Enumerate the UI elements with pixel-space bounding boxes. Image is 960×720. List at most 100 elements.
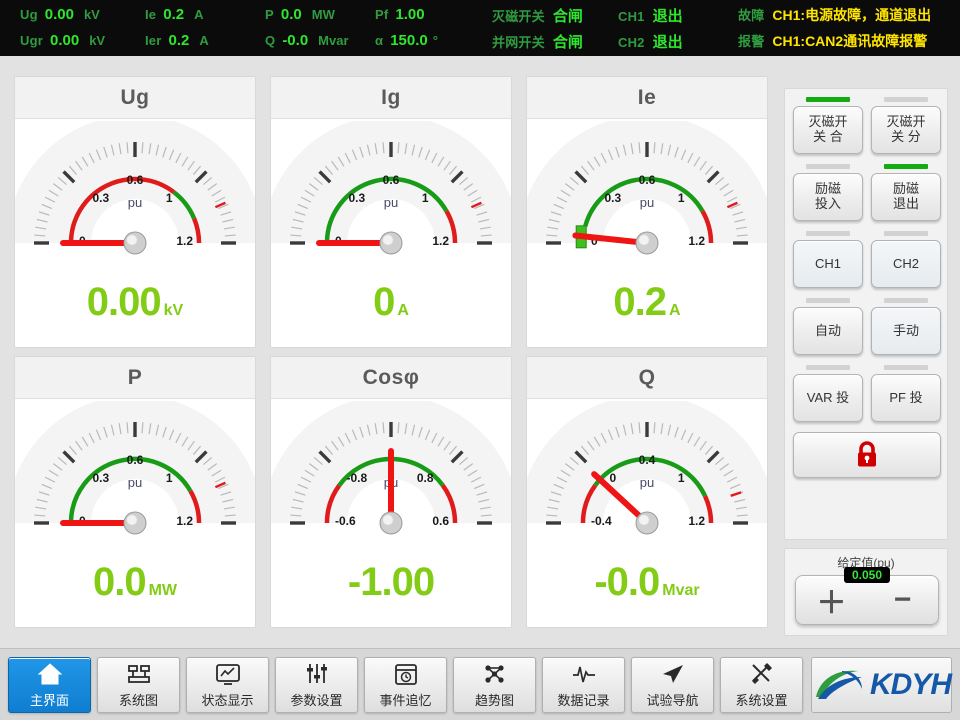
control-button-label: 手动: [893, 323, 919, 339]
gauge-hub-highlight: [383, 515, 393, 525]
status-alarm-1: 故障 CH1:电源故障，通道退出: [738, 5, 931, 25]
control-button-灭磁开关 合[interactable]: 灭磁开关 合: [793, 106, 863, 154]
control-button-PF 投[interactable]: PF 投: [871, 374, 941, 422]
gauge-readout-value: 0.0: [92, 560, 147, 604]
setpoint-increment-button[interactable]: ＋: [816, 587, 847, 620]
gauge-tick-label: 0.6: [383, 173, 400, 187]
switch-value: 合闸: [552, 33, 583, 51]
button-status-indicator: [806, 164, 850, 169]
gauge-band: [583, 176, 705, 228]
nav-button-sliders[interactable]: 参数设置: [275, 656, 358, 713]
gauge-face-inner: [271, 121, 511, 245]
sliders-icon: [306, 663, 327, 683]
metric-label: Ie: [145, 7, 157, 22]
alarm-text: CH1:CAN2通讯故障报警: [772, 33, 928, 49]
control-button-手动[interactable]: 手动: [871, 307, 941, 355]
gauge-band: [188, 489, 202, 524]
setpoint-value: 0.050: [843, 567, 891, 583]
control-button-label-line: 自动: [814, 322, 841, 338]
control-button-label-line: CH1: [814, 255, 841, 271]
gauge-label-group: -0.4 0 0.4 1 1.2: [591, 453, 705, 528]
gauge-readout-value: -0.0: [594, 560, 660, 604]
button-status-indicator: [884, 365, 928, 370]
nav-button-waveform[interactable]: 数据记录: [542, 656, 625, 713]
control-button-CH1[interactable]: CH1: [793, 240, 863, 288]
nav-button-label: 系统图: [118, 692, 158, 708]
metric-label: Ier: [145, 33, 162, 48]
nav-button-label: 事件追忆: [379, 692, 432, 708]
metric-unit: °: [432, 33, 438, 48]
metric-label: Q: [265, 33, 276, 48]
control-button-cell: PF 投: [871, 365, 941, 422]
control-button-CH2[interactable]: CH2: [871, 240, 941, 288]
gauge-limit-marker: [726, 201, 738, 209]
lock-button[interactable]: [793, 432, 941, 478]
tools-icon: [751, 662, 772, 684]
gauge-container: -0.4 0 0.4 1 1.2 pu: [527, 401, 767, 581]
metric-value: 0.0: [280, 6, 302, 23]
gauge-card-body: 0 0.3 0.6 1 1.2 pu 0A: [271, 119, 511, 347]
alarm-text: CH1:电源故障，通道退出: [772, 7, 932, 23]
nav-button-history[interactable]: 事件追忆: [364, 656, 447, 713]
nav-button-label: 试验导航: [646, 692, 699, 708]
nav-button-scatter[interactable]: 趋势图: [453, 656, 536, 713]
button-status-indicator: [884, 97, 928, 102]
navigate-icon: [662, 664, 683, 683]
control-button-cell: 灭磁开关 合: [793, 97, 863, 154]
gauge-tick-label: 0.8: [417, 471, 434, 485]
gauge-hub-highlight: [383, 235, 393, 245]
setpoint-decrement-button[interactable]: −: [893, 583, 912, 616]
control-button-label: CH2: [893, 256, 919, 272]
button-status-indicator: [884, 164, 928, 169]
nav-button-home[interactable]: 主界面: [8, 656, 91, 713]
button-status-indicator: [806, 298, 850, 303]
gauge-tick-label: 1: [422, 191, 429, 205]
nav-button-diagram[interactable]: 系统图: [97, 656, 180, 713]
switch-label: 并网开关: [492, 34, 545, 50]
gauge-band: [700, 209, 714, 244]
gauge-tick-label: 0.3: [348, 191, 365, 205]
control-button-VAR 投[interactable]: VAR 投: [793, 374, 863, 422]
gauge-tick-label: -0.8: [346, 471, 367, 485]
waveform-icon: [572, 666, 595, 682]
gauge-readout: 0.0 MW: [15, 560, 255, 605]
gauge-readout-value: -1.00: [347, 560, 435, 604]
control-button-label: PF 投: [889, 390, 922, 406]
metric-value: 1.00: [395, 6, 425, 23]
nav-button-monitor[interactable]: 状态显示: [186, 656, 269, 713]
gauge-tick-label: 1.2: [432, 234, 449, 248]
nav-button-navigate[interactable]: 试验导航: [631, 656, 714, 713]
control-button-励磁投入[interactable]: 励磁 投入: [793, 173, 863, 221]
metric-value: 0.00: [44, 6, 74, 23]
control-button-励磁退出[interactable]: 励磁 退出: [871, 173, 941, 221]
control-button-cell: 手动: [871, 298, 941, 355]
gauge-dial: 00.30.611.2pu: [15, 401, 255, 535]
nav-button-tools[interactable]: 系统设置: [720, 656, 803, 713]
home-icon: [37, 662, 62, 684]
gauge-band: [440, 484, 458, 524]
gauge-center-label: pu: [384, 195, 398, 210]
control-button-label-line: 投入: [814, 196, 841, 211]
gauge-tick-label: 1.2: [176, 234, 193, 248]
gauge-tick-label: 1: [678, 191, 685, 205]
metric-value: 150.0: [390, 32, 428, 49]
gauge-readout: -0.0 Mvar: [527, 560, 767, 605]
control-button-自动[interactable]: 自动: [793, 307, 863, 355]
gauge-label-group: 0 0.3 0.6 1 1.2: [591, 173, 705, 248]
brand-logo: KDYH: [811, 656, 952, 713]
control-button-label: CH1: [814, 255, 841, 272]
switch-label: 灭磁开关: [492, 8, 545, 24]
control-button-label-line: 灭磁开: [886, 114, 926, 130]
gauge-face-inner: [271, 401, 511, 525]
gauge-label-group: -0.6-0.810.80.6: [335, 453, 449, 528]
gauge-card-q: Q -0.4 0 0.4 1 1.2 pu -0.0 Mvar: [526, 356, 768, 628]
gauge-card-title: Ug: [120, 85, 150, 109]
alarm-label: 报警: [738, 34, 765, 49]
metric-unit: A: [194, 7, 204, 22]
gauge-tick-label: -0.6: [335, 514, 356, 528]
switch-value: 合闸: [552, 7, 583, 25]
status-metric-q: Q -0.0 Mvar: [265, 32, 349, 50]
control-button-灭磁开关 分[interactable]: 灭磁开关 分: [871, 106, 941, 154]
gauge-readout-value: 0.2: [613, 280, 667, 324]
status-metric-ug: Ug 0.00 kV: [20, 6, 100, 24]
